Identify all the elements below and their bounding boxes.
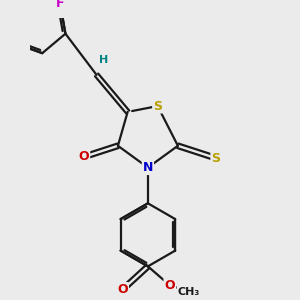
Text: CH₃: CH₃	[178, 286, 200, 297]
Text: S: S	[153, 100, 162, 112]
Text: N: N	[143, 161, 153, 174]
Text: H: H	[99, 56, 108, 65]
Text: O: O	[164, 279, 175, 292]
Text: O: O	[117, 283, 128, 296]
Text: F: F	[56, 0, 64, 11]
Text: O: O	[79, 150, 89, 163]
Text: S: S	[212, 152, 220, 165]
